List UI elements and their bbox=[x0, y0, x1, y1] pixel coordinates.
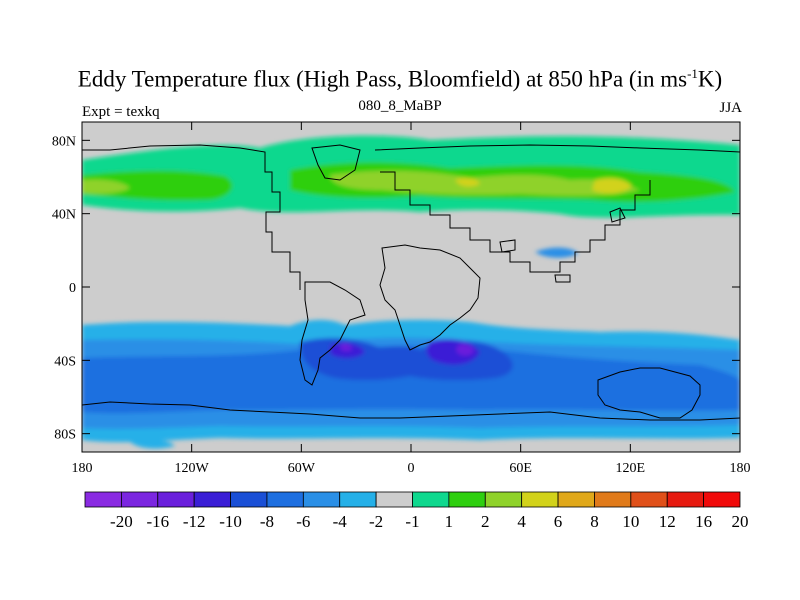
colorbar-swatch bbox=[230, 491, 268, 508]
colorbar-swatch bbox=[84, 491, 122, 508]
colorbar-label: 2 bbox=[481, 512, 490, 531]
coastline-south-america bbox=[299, 281, 366, 386]
chart-title-main: Eddy Temperature flux (High Pass, Bloomf… bbox=[77, 66, 688, 92]
season-label: JJA bbox=[719, 100, 742, 116]
colorbar-swatch bbox=[448, 491, 486, 508]
colorbar-label: 4 bbox=[517, 512, 526, 531]
experiment-label: Expt = texkq bbox=[82, 104, 160, 120]
colorbar-swatch bbox=[484, 491, 523, 508]
x-axis: 180 120W 60W 0 60E 120E 180 bbox=[72, 122, 751, 476]
colorbar-label: 1 bbox=[445, 512, 454, 531]
y-axis: 80N 40N 0 40S 80S bbox=[52, 134, 740, 443]
y-tick-label: 40N bbox=[52, 208, 76, 223]
y-tick-label: 40S bbox=[54, 354, 76, 369]
colorbar-label: -20 bbox=[110, 512, 133, 531]
coastline-antarctica bbox=[82, 401, 740, 421]
x-tick-label: 180 bbox=[730, 461, 751, 476]
field-sh-dark-1 bbox=[330, 339, 480, 365]
coastline-eurasia bbox=[374, 144, 740, 273]
colorbar-swatch bbox=[339, 491, 377, 508]
colorbar-label: -6 bbox=[296, 512, 310, 531]
colorbar-label: 10 bbox=[622, 512, 639, 531]
y-tick-label: 80S bbox=[54, 428, 76, 443]
colorbar-swatch bbox=[521, 491, 559, 508]
colorbar-swatch bbox=[594, 491, 632, 508]
colorbar-label: -4 bbox=[333, 512, 348, 531]
coastline-small-islands bbox=[499, 207, 626, 283]
colorbar-label: -16 bbox=[146, 512, 169, 531]
coastline-greenland bbox=[311, 144, 361, 181]
colorbar-label: 8 bbox=[590, 512, 599, 531]
field-nh-lime bbox=[82, 170, 640, 196]
colorbar-label: -8 bbox=[260, 512, 274, 531]
colorbar-swatch bbox=[375, 491, 413, 508]
colorbar-swatch bbox=[630, 491, 668, 508]
field-sh-cyan-south bbox=[130, 439, 175, 449]
chart-subtitle: 080_8_MaBP bbox=[358, 98, 442, 114]
x-tick-label: 60E bbox=[509, 461, 532, 476]
colorbar-label: 20 bbox=[732, 512, 749, 531]
colorbar-swatch bbox=[557, 491, 595, 508]
colorbar-label: 6 bbox=[554, 512, 563, 531]
colorbar-label: -1 bbox=[405, 512, 419, 531]
colorbar-swatch bbox=[666, 491, 705, 508]
y-tick-label: 0 bbox=[69, 281, 76, 296]
field-nh-yellow bbox=[455, 177, 632, 194]
field-nh-small-blue bbox=[535, 247, 578, 258]
colorbar-label: -12 bbox=[183, 512, 206, 531]
chart-title-end: K) bbox=[697, 66, 723, 92]
coastlines bbox=[82, 144, 740, 421]
coastline-australia bbox=[597, 367, 701, 419]
colorbar-swatch bbox=[157, 491, 195, 508]
field-nh-green-1 bbox=[82, 170, 233, 201]
colorbar-swatch bbox=[302, 491, 341, 508]
x-tick-label: 180 bbox=[72, 461, 93, 476]
y-tick-label: 80N bbox=[52, 134, 76, 149]
x-tick-label: 120E bbox=[616, 461, 646, 476]
chart-title: Eddy Temperature flux (High Pass, Bloomf… bbox=[0, 66, 800, 93]
colorbar-swatch bbox=[412, 491, 450, 508]
heatmap-field bbox=[82, 122, 740, 452]
coastline-africa bbox=[379, 244, 481, 351]
x-tick-label: 60W bbox=[288, 461, 316, 476]
x-tick-label: 120W bbox=[175, 461, 210, 476]
coastline-north-america bbox=[82, 144, 301, 290]
colorbar-swatch bbox=[120, 491, 159, 508]
colorbar-swatch bbox=[266, 491, 304, 508]
colorbar: -20 -16 -12 -10 -8 -6 -4 -2 -1 1 2 4 6 8 10 12 16 20 bbox=[84, 491, 749, 531]
colorbar-label: 12 bbox=[659, 512, 676, 531]
colorbar-label: -2 bbox=[369, 512, 383, 531]
x-tick-label: 0 bbox=[408, 461, 415, 476]
chart-title-superscript: -1 bbox=[687, 66, 698, 81]
colorbar-swatch bbox=[703, 491, 741, 508]
colorbar-label: -10 bbox=[219, 512, 242, 531]
colorbar-swatch bbox=[193, 491, 231, 508]
field-sh-blue-2 bbox=[82, 345, 740, 414]
colorbar-label: 16 bbox=[695, 512, 712, 531]
field-sh-purple bbox=[340, 343, 474, 356]
